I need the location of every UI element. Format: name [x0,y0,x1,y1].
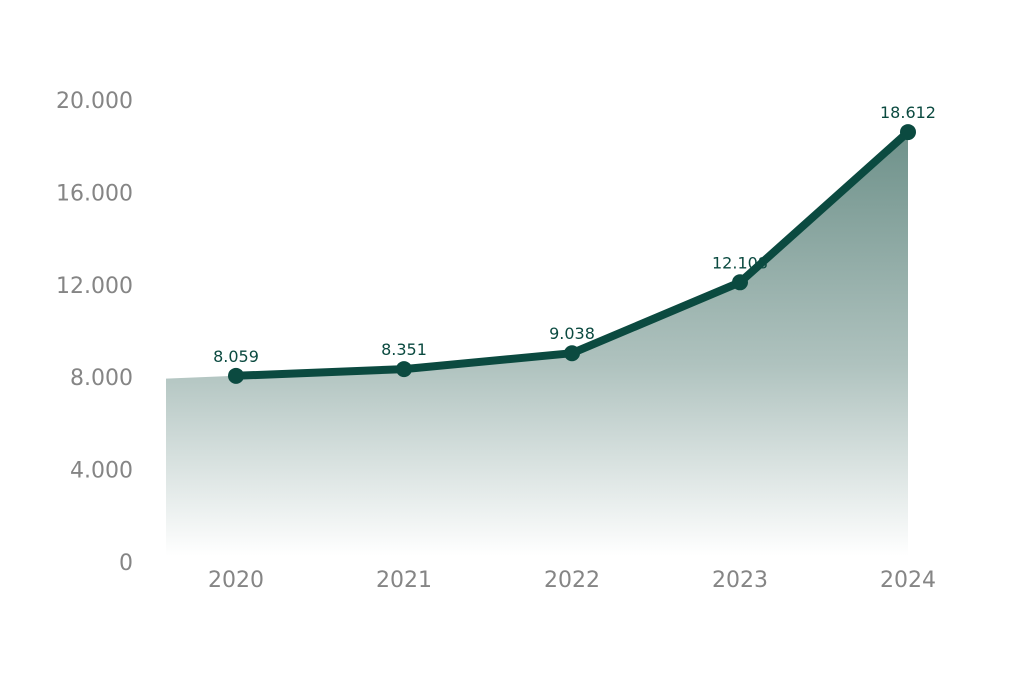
y-tick-label: 8.000 [70,366,133,391]
x-axis: 2020 2021 2022 2023 2024 [208,568,936,593]
data-point [900,124,916,141]
data-label: 8.351 [381,340,427,359]
y-tick-label: 20.000 [56,89,133,114]
data-label: 18.612 [880,103,936,122]
x-tick-label: 2020 [208,568,264,593]
y-tick-label: 12.000 [56,274,133,299]
x-tick-label: 2024 [880,568,936,593]
data-label: 12.108 [712,253,768,272]
y-tick-label: 4.000 [70,459,133,484]
data-label: 9.038 [549,324,595,343]
data-points [228,124,916,384]
data-point [564,345,580,362]
y-axis: 0 4.000 8.000 12.000 16.000 20.000 [56,89,133,576]
y-tick-label: 0 [119,551,133,576]
data-labels: 8.059 8.351 9.038 12.108 18.612 [213,103,936,366]
data-point [228,367,244,384]
data-point [396,361,412,378]
x-tick-label: 2021 [376,568,432,593]
data-point [732,274,748,291]
x-tick-label: 2023 [712,568,768,593]
data-label: 8.059 [213,347,259,366]
x-tick-label: 2022 [544,568,600,593]
area-fill [166,132,908,556]
y-tick-label: 16.000 [56,181,133,206]
